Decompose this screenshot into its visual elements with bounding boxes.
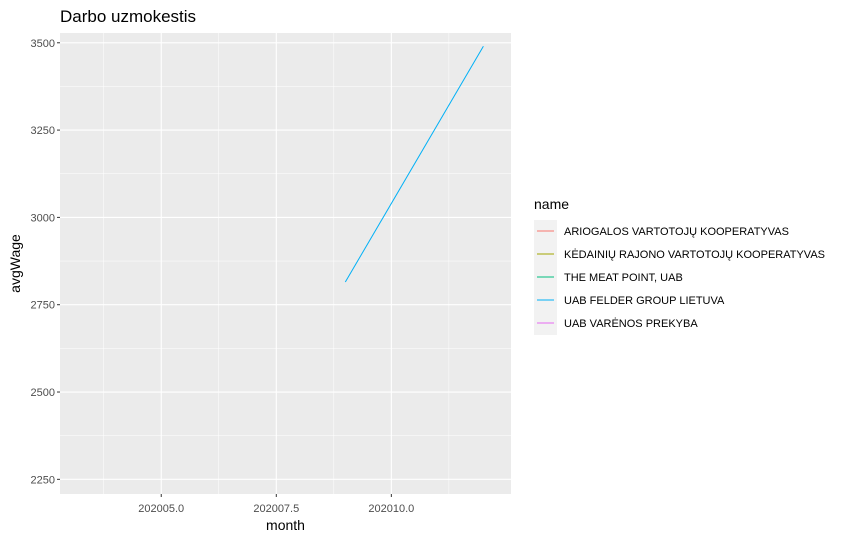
legend-item: ARIOGALOS VARTOTOJŲ KOOPERATYVAS: [534, 220, 789, 243]
y-tick-label: 2750: [31, 300, 55, 312]
y-tick-label: 3000: [31, 212, 55, 224]
legend-item: UAB FELDER GROUP LIETUVA: [534, 289, 725, 312]
legend-label: UAB FELDER GROUP LIETUVA: [564, 295, 725, 307]
x-axis: 202005.0 202007.5 202010.0: [138, 494, 414, 515]
legend-title: name: [534, 196, 569, 212]
legend-item: KĖDAINIŲ RAJONO VARTOTOJŲ KOOPERATYVAS: [534, 243, 825, 266]
chart-title: Darbo uzmokestis: [60, 7, 196, 26]
y-tick-label: 3250: [31, 125, 55, 137]
legend-item: THE MEAT POINT, UAB: [534, 266, 683, 289]
grid-minor: [60, 33, 511, 494]
legend-item: UAB VARĖNOS PREKYBA: [534, 312, 698, 335]
legend-label: ARIOGALOS VARTOTOJŲ KOOPERATYVAS: [564, 226, 789, 238]
x-axis-title: month: [266, 517, 305, 533]
grid-major: [60, 33, 511, 494]
legend-label: THE MEAT POINT, UAB: [564, 272, 683, 284]
x-tick-label: 202010.0: [368, 503, 414, 515]
legend-label: UAB VARĖNOS PREKYBA: [564, 317, 698, 330]
legend: name ARIOGALOS VARTOTOJŲ KOOPERATYVAS KĖD…: [534, 196, 825, 335]
x-tick-label: 202005.0: [138, 503, 184, 515]
series-layer: [344, 46, 484, 283]
y-axis-title: avgWage: [7, 234, 23, 293]
y-tick-label: 2250: [31, 474, 55, 486]
y-tick-label: 2500: [31, 387, 55, 399]
legend-label: KĖDAINIŲ RAJONO VARTOTOJŲ KOOPERATYVAS: [564, 248, 825, 261]
y-axis: 2250 2500 2750 3000 3250 3500: [31, 38, 60, 486]
x-tick-label: 202007.5: [253, 503, 299, 515]
plot-panel: [60, 33, 511, 494]
series-line: [344, 46, 484, 283]
y-tick-label: 3500: [31, 38, 55, 50]
